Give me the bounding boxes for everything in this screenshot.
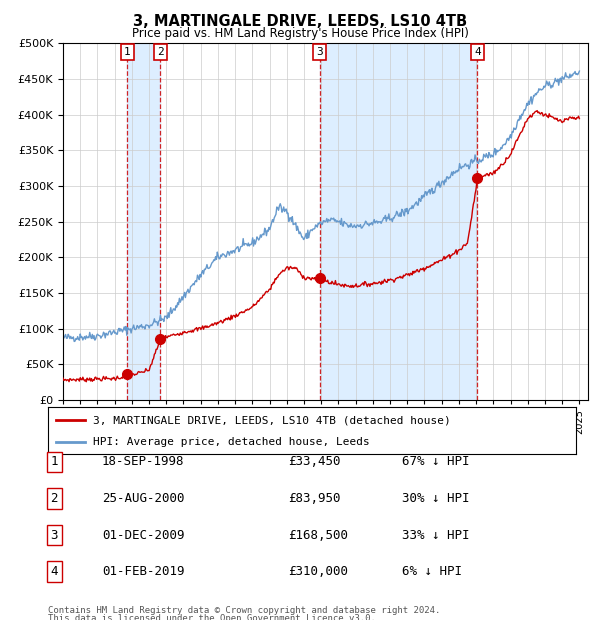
Text: Price paid vs. HM Land Registry's House Price Index (HPI): Price paid vs. HM Land Registry's House … (131, 27, 469, 40)
Text: 4: 4 (50, 565, 58, 578)
Text: 3, MARTINGALE DRIVE, LEEDS, LS10 4TB: 3, MARTINGALE DRIVE, LEEDS, LS10 4TB (133, 14, 467, 29)
Text: 3: 3 (50, 529, 58, 541)
Text: 6% ↓ HPI: 6% ↓ HPI (402, 565, 462, 578)
Text: £33,450: £33,450 (288, 456, 341, 468)
Text: £310,000: £310,000 (288, 565, 348, 578)
Text: 4: 4 (474, 47, 481, 57)
Text: 1: 1 (124, 47, 130, 57)
Text: 01-DEC-2009: 01-DEC-2009 (102, 529, 185, 541)
Text: 30% ↓ HPI: 30% ↓ HPI (402, 492, 470, 505)
Text: £168,500: £168,500 (288, 529, 348, 541)
Text: 2: 2 (50, 492, 58, 505)
Text: 67% ↓ HPI: 67% ↓ HPI (402, 456, 470, 468)
Bar (320, 43, 478, 400)
Text: 1: 1 (50, 456, 58, 468)
Text: 18-SEP-1998: 18-SEP-1998 (102, 456, 185, 468)
Text: 33% ↓ HPI: 33% ↓ HPI (402, 529, 470, 541)
Text: 3, MARTINGALE DRIVE, LEEDS, LS10 4TB (detached house): 3, MARTINGALE DRIVE, LEEDS, LS10 4TB (de… (93, 415, 451, 425)
Text: Contains HM Land Registry data © Crown copyright and database right 2024.: Contains HM Land Registry data © Crown c… (48, 606, 440, 616)
Text: This data is licensed under the Open Government Licence v3.0.: This data is licensed under the Open Gov… (48, 614, 376, 620)
Text: HPI: Average price, detached house, Leeds: HPI: Average price, detached house, Leed… (93, 437, 370, 447)
Bar (127, 43, 160, 400)
Text: £83,950: £83,950 (288, 492, 341, 505)
Text: 25-AUG-2000: 25-AUG-2000 (102, 492, 185, 505)
Text: 01-FEB-2019: 01-FEB-2019 (102, 565, 185, 578)
Text: 3: 3 (316, 47, 323, 57)
Text: 2: 2 (157, 47, 164, 57)
